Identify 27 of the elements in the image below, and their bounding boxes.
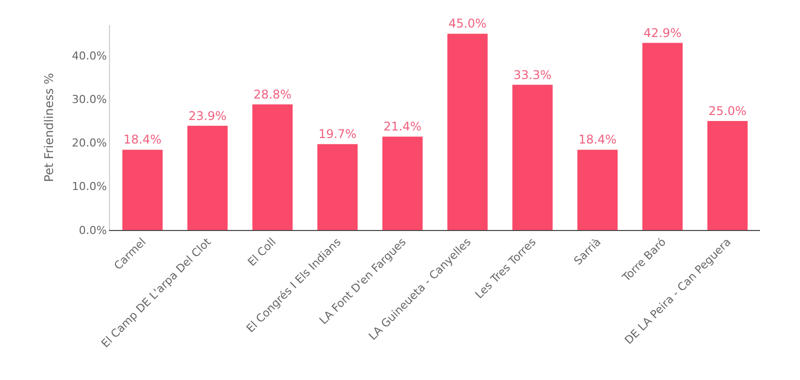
bar [317, 144, 358, 230]
data-label: 33.3% [513, 68, 552, 82]
y-tick-label: 30.0% [72, 93, 107, 106]
y-tick-label: 40.0% [72, 49, 107, 62]
y-tick-label: 10.0% [72, 180, 107, 194]
y-tick-label: 0.0% [78, 224, 107, 237]
data-label: 28.8% [253, 87, 292, 102]
data-label: 23.9% [188, 108, 227, 123]
x-tick-label: El Coll [245, 236, 279, 269]
y-axis-title: Pet Friendliness % [42, 73, 56, 182]
bar [642, 42, 683, 230]
bar [382, 136, 423, 230]
data-label: 19.7% [318, 127, 357, 142]
bar [707, 120, 748, 230]
y-tick-label: 20.0% [72, 136, 107, 150]
bar [122, 150, 163, 230]
data-label: 21.4% [383, 120, 422, 134]
data-label: 42.9% [643, 26, 682, 40]
bar [187, 126, 228, 230]
bar [252, 104, 293, 230]
data-label: 18.4% [123, 132, 162, 147]
bar [447, 34, 488, 230]
bar [577, 150, 618, 230]
data-label: 45.0% [448, 16, 487, 31]
bar [512, 84, 553, 230]
data-label: 25.0% [708, 104, 747, 118]
data-label: 18.4% [578, 132, 617, 147]
